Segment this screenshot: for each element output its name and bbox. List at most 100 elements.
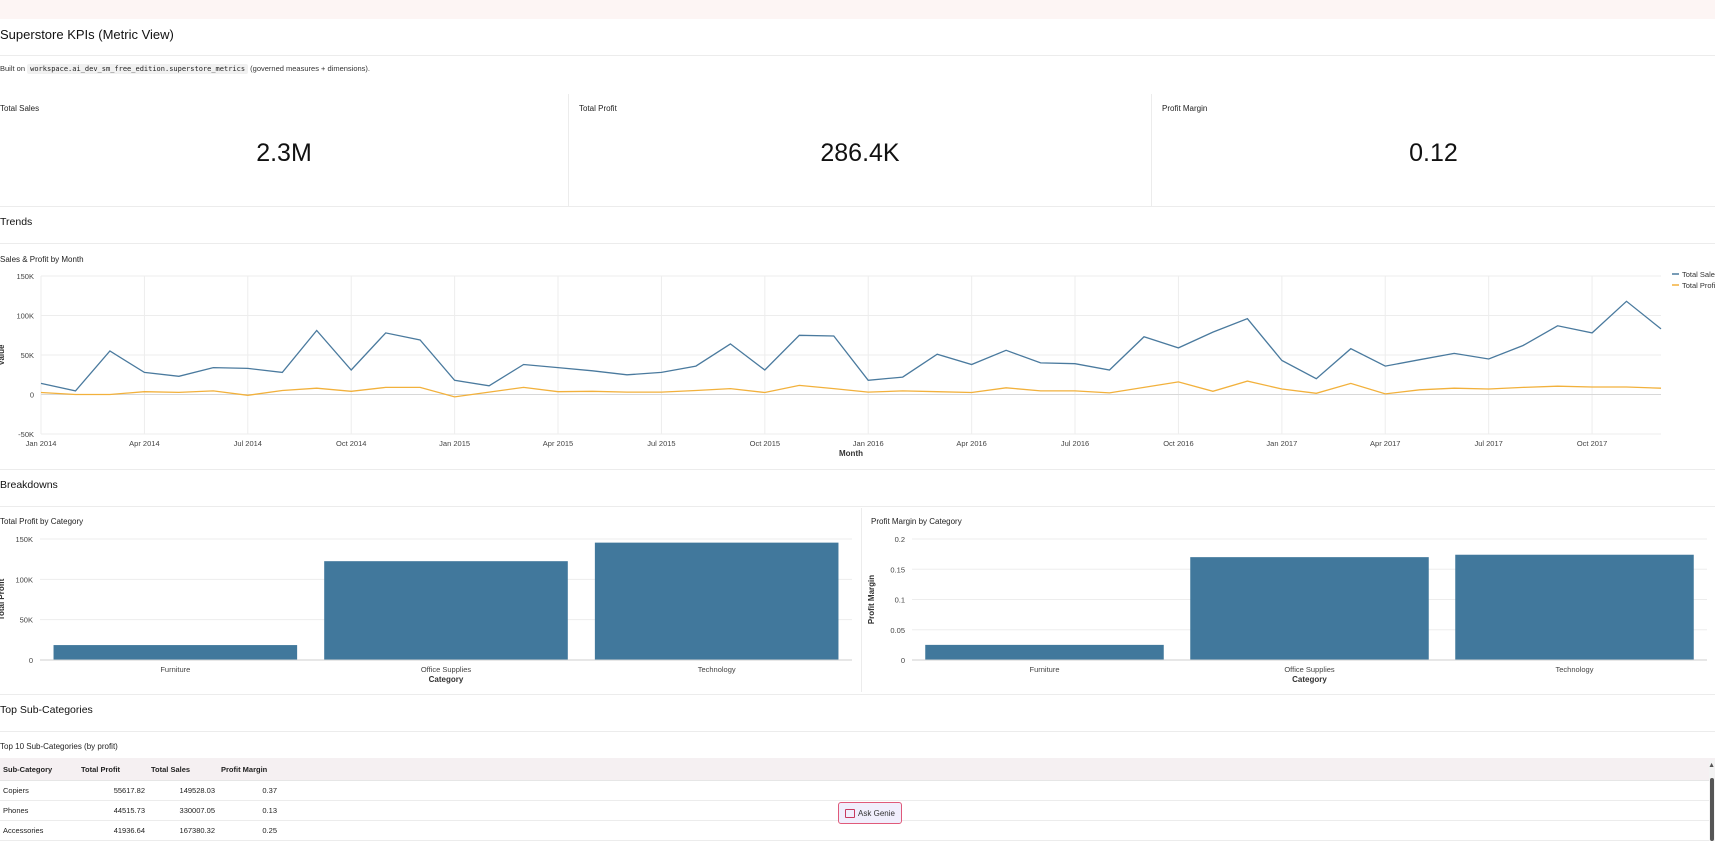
divider: [0, 506, 1715, 507]
section-title-top-subcategories: Top Sub-Categories: [0, 704, 93, 716]
bar-technology: [1455, 554, 1694, 660]
legend-label: Total Sales: [1682, 270, 1715, 279]
table-row: Phones 44515.73 330007.05 0.13: [0, 800, 1715, 821]
x-tick-label: Jul 2016: [1061, 439, 1089, 448]
cell-profit-margin: 0.13: [218, 800, 280, 821]
section-title-trends: Trends: [0, 216, 33, 228]
cell-total-sales: 149528.03: [148, 780, 218, 801]
x-tick-label: Jan 2017: [1266, 439, 1297, 448]
bar-chart-margin-title: Profit Margin by Category: [871, 517, 962, 526]
x-tick-label: Oct 2016: [1163, 439, 1193, 448]
bar-furniture: [925, 644, 1164, 660]
table-row: Copiers 55617.82 149528.03 0.37: [0, 780, 1715, 801]
x-tick-label: Apr 2016: [956, 439, 986, 448]
y-tick-label: 0.15: [890, 565, 905, 574]
y-tick-label: 0: [30, 391, 34, 400]
cell-profit-margin: 0.37: [218, 780, 280, 801]
y-tick-label: -50K: [18, 430, 34, 439]
y-tick-label: 150K: [15, 535, 33, 544]
divider: [0, 206, 1715, 207]
cell-subcategory: Accessories: [0, 820, 78, 841]
section-title-breakdowns: Breakdowns: [0, 479, 58, 491]
table-header-row: Sub-Category Total Profit Total Sales Pr…: [0, 758, 1715, 781]
x-tick-label: Jan 2015: [439, 439, 470, 448]
kpi-card-profit-margin: Profit Margin 0.12: [1152, 94, 1715, 206]
bar-office-supplies: [324, 561, 568, 660]
scroll-up-arrow-icon[interactable]: ▲: [1708, 762, 1715, 769]
x-tick-label: Technology: [1556, 665, 1594, 674]
table-title: Top 10 Sub-Categories (by profit): [0, 742, 118, 751]
metric-view-path: workspace.ai_dev_sm_free_edition.superst…: [27, 64, 249, 74]
x-tick-label: Jul 2015: [647, 439, 675, 448]
y-tick-label: 50K: [20, 616, 33, 625]
kpi-value: 0.12: [1409, 139, 1458, 167]
kpi-label: Total Profit: [579, 104, 617, 113]
divider: [0, 694, 1715, 695]
genie-icon: [845, 808, 856, 818]
kpi-label: Profit Margin: [1162, 104, 1208, 113]
cell-total-profit: 41936.64: [78, 820, 148, 841]
y-tick-label: 0.2: [895, 535, 905, 544]
x-axis-title: Category: [1292, 675, 1327, 684]
page-subtitle: Built on workspace.ai_dev_sm_free_editio…: [0, 64, 371, 74]
y-axis-title: Value: [0, 344, 6, 365]
column-header[interactable]: Profit Margin: [218, 758, 280, 781]
x-tick-label: Apr 2014: [129, 439, 159, 448]
x-tick-label: Furniture: [160, 665, 190, 674]
page-title: Superstore KPIs (Metric View): [0, 27, 174, 42]
y-tick-label: 150K: [16, 272, 34, 281]
y-axis-title: Profit Margin: [867, 575, 876, 624]
divider: [0, 731, 1715, 732]
kpi-card-total-profit: Total Profit 286.4K: [569, 94, 1152, 206]
x-axis-title: Category: [429, 675, 464, 684]
line-chart-title: Sales & Profit by Month: [0, 255, 84, 264]
cell-subcategory: Copiers: [0, 780, 78, 801]
x-tick-label: Apr 2015: [543, 439, 573, 448]
x-tick-label: Oct 2015: [750, 439, 780, 448]
scrollbar-thumb[interactable]: [1710, 778, 1714, 841]
y-axis-title: Total Profit: [0, 578, 6, 620]
x-tick-label: Office Supplies: [421, 665, 472, 674]
kpi-value: 286.4K: [820, 139, 900, 167]
x-tick-label: Technology: [698, 665, 736, 674]
cell-total-profit: 55617.82: [78, 780, 148, 801]
y-tick-label: 0.1: [895, 596, 905, 605]
divider: [0, 55, 1715, 56]
cell-total-sales: 330007.05: [148, 800, 218, 821]
x-tick-label: Jul 2017: [1474, 439, 1502, 448]
divider: [0, 469, 1715, 470]
x-tick-label: Office Supplies: [1284, 665, 1335, 674]
kpi-label: Total Sales: [0, 104, 40, 113]
legend-label: Total Profit: [1682, 281, 1715, 290]
subtitle-suffix: (governed measures + dimensions).: [250, 64, 371, 73]
x-tick-label: Apr 2017: [1370, 439, 1400, 448]
top-band: [0, 0, 1715, 19]
series-line-total-profit: [40, 380, 1662, 398]
kpi-card-total-sales: Total Sales 2.3M: [0, 94, 569, 206]
cell-total-sales: 167380.32: [148, 820, 218, 841]
x-tick-label: Jan 2016: [853, 439, 884, 448]
cell-profit-margin: 0.25: [218, 820, 280, 841]
y-tick-label: 0.05: [890, 626, 905, 635]
ask-genie-label: Ask Genie: [858, 808, 895, 818]
bar-office-supplies: [1190, 557, 1429, 660]
table-row: Accessories 41936.64 167380.32 0.25: [0, 820, 1715, 841]
kpi-value: 2.3M: [256, 139, 312, 167]
column-header[interactable]: Total Profit: [78, 758, 148, 781]
bar-furniture: [53, 645, 298, 660]
subcategories-table: Sub-Category Total Profit Total Sales Pr…: [0, 758, 1715, 841]
line-chart: -50K 0 50K 100K 150K Jan 2014 Apr 2014 Jul 2014…: [0, 270, 1715, 458]
column-header[interactable]: Total Sales: [148, 758, 218, 781]
y-tick-label: 100K: [16, 312, 34, 321]
bar-chart-profit: 0 50K 100K 150K Furniture Office Supplies Tech…: [0, 535, 852, 684]
subtitle-prefix: Built on: [0, 64, 26, 73]
column-header[interactable]: Sub-Category: [0, 758, 78, 781]
series-line-total-sales: [40, 300, 1662, 392]
y-tick-label: 50K: [21, 351, 34, 360]
y-tick-label: 100K: [15, 575, 33, 584]
bar-chart-margin: 0 0.05 0.1 0.15 0.2 Furniture Office Supplies T…: [867, 535, 1707, 684]
ask-genie-button[interactable]: Ask Genie: [838, 802, 902, 824]
divider: [0, 243, 1715, 244]
x-axis-title: Month: [839, 449, 863, 458]
x-tick-label: Oct 2017: [1577, 439, 1607, 448]
